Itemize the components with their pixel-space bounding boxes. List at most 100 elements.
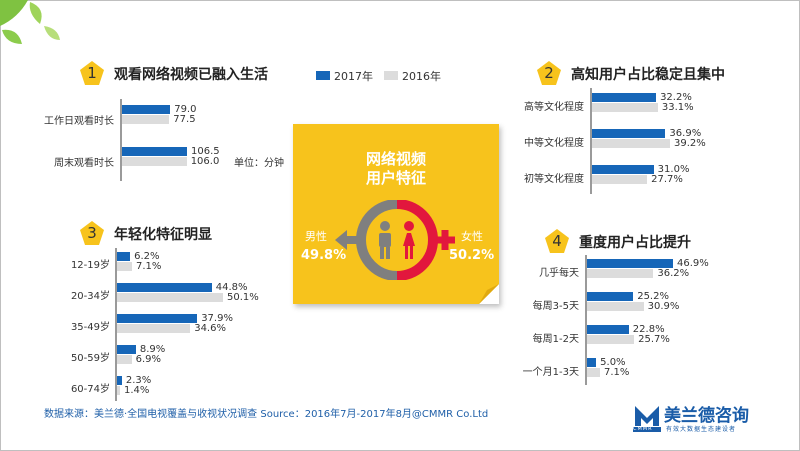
- category-axis: [585, 255, 587, 385]
- value-label-2017: 31.0%: [657, 164, 690, 175]
- category-label: 工作日观看时长: [44, 116, 114, 127]
- bar-2016: [592, 139, 670, 148]
- logo-name: 美兰德咨询: [664, 406, 749, 426]
- category-axis: [590, 88, 592, 194]
- value-label-2017: 6.2%: [134, 251, 160, 262]
- logo-mark: CMMR: [633, 426, 653, 432]
- bar-2017: [587, 292, 634, 301]
- legend-2016-label: 2016年: [402, 70, 441, 83]
- logo-slogan: 有效大数据生态建设者: [666, 426, 737, 433]
- value-label-2016: 34.6%: [194, 323, 226, 334]
- category-label: 20-34岁: [70, 290, 110, 302]
- category-label: 高等文化程度: [524, 102, 584, 113]
- value-label-2016: 27.7%: [651, 174, 683, 185]
- bar-2016: [122, 115, 170, 124]
- category-label: 一个月1-3天: [522, 366, 579, 378]
- value-label-2016: 33.1%: [661, 102, 694, 113]
- section-number-badge: 1: [79, 60, 105, 86]
- bar-2017: [587, 358, 597, 367]
- category-label: 每周1-2天: [532, 333, 579, 345]
- legend-2017-swatch: [316, 71, 330, 80]
- legend-2016-swatch: [384, 71, 398, 80]
- bar-2017: [117, 252, 131, 261]
- value-label-2016: 77.5: [173, 114, 196, 125]
- category-label: 35-49岁: [70, 321, 110, 333]
- male-value: 49.8%: [301, 248, 347, 263]
- bar-2017: [592, 129, 666, 138]
- card-fold-icon: [479, 284, 499, 304]
- value-label-2016: 7.1%: [136, 261, 162, 272]
- bar-2017: [117, 345, 136, 354]
- category-label: 60-74岁: [70, 383, 110, 395]
- value-label-2016: 6.9%: [135, 354, 161, 365]
- value-label-2016: 30.9%: [647, 301, 680, 312]
- bar-2017: [117, 376, 122, 385]
- category-label: 每周3-5天: [532, 300, 579, 312]
- bar-2017: [122, 105, 171, 114]
- section-number: 3: [87, 224, 97, 242]
- bar-2016: [587, 335, 635, 344]
- value-label-2017: 44.8%: [215, 282, 248, 293]
- section-number-badge: 3: [79, 220, 105, 246]
- bar-2017: [587, 325, 629, 334]
- leaf-decoration-icon: [0, 0, 60, 44]
- male-label: 男性: [305, 230, 327, 243]
- section-number-badge: 4: [544, 228, 570, 254]
- pentagon-badge-icon: [537, 61, 561, 85]
- value-label-2017: 37.9%: [201, 313, 233, 324]
- cmmr-logo-icon: [633, 402, 661, 432]
- category-axis: [115, 248, 117, 401]
- section-number: 2: [544, 64, 554, 82]
- bar-2016: [587, 302, 644, 311]
- category-label: 几乎每天: [539, 267, 579, 279]
- section-title: 重度用户占比提升: [579, 235, 691, 251]
- bar-2016: [592, 103, 658, 112]
- value-label-2017: 25.2%: [637, 291, 669, 302]
- bar-2016: [117, 262, 133, 271]
- value-label-2016: 25.7%: [638, 334, 670, 345]
- category-label: 12-19岁: [70, 259, 110, 271]
- female-label: 女性: [461, 230, 483, 243]
- card-title-line2: 用户特征: [365, 169, 426, 187]
- pentagon-badge-icon: [545, 229, 569, 253]
- bar-2016: [122, 157, 187, 166]
- section-title: 观看网络视频已融入生活: [114, 67, 268, 83]
- value-label-2017: 22.8%: [632, 324, 665, 335]
- value-label-2017: 5.0%: [600, 357, 626, 368]
- value-label-2017: 8.9%: [139, 344, 166, 355]
- card-title-line1: 网络视频: [365, 150, 426, 168]
- section-number-badge: 2: [536, 60, 562, 86]
- section-number: 1: [87, 64, 97, 82]
- gender-symbol-icon: [335, 200, 455, 280]
- bar-2017: [117, 283, 212, 292]
- bar-2016: [587, 368, 601, 377]
- category-label: 周末观看时长: [54, 158, 114, 169]
- value-label-2017: 46.9%: [677, 258, 709, 269]
- value-label-2017: 36.9%: [669, 128, 702, 139]
- value-label-2016: 39.2%: [674, 138, 706, 149]
- legend-2017-label: 2017年: [334, 70, 373, 83]
- bar-2017: [122, 147, 187, 156]
- category-label: 初等文化程度: [524, 174, 584, 185]
- value-label-2016: 106.0: [190, 156, 220, 167]
- bar-2016: [117, 386, 120, 395]
- unit-note: 单位：分钟: [234, 158, 284, 169]
- data-source-note: 数据来源：美兰德·全国电视覆盖与收视状况调查 Source：2016年7月-20…: [44, 409, 489, 420]
- category-axis: [120, 99, 122, 181]
- value-label-2017: 79.0: [174, 104, 197, 115]
- value-label-2016: 1.4%: [123, 385, 150, 396]
- section-title: 高知用户占比稳定且集中: [571, 67, 725, 83]
- bar-2017: [117, 314, 198, 323]
- bar-2017: [592, 165, 654, 174]
- value-label-2017: 2.3%: [125, 375, 152, 386]
- section-number: 4: [552, 232, 562, 250]
- section-title: 年轻化特征明显: [114, 227, 212, 243]
- bar-2016: [587, 269, 654, 278]
- value-label-2017: 106.5: [191, 146, 220, 157]
- pentagon-badge-icon: [80, 221, 104, 245]
- value-label-2016: 7.1%: [604, 367, 630, 378]
- bar-2017: [592, 93, 657, 102]
- value-label-2016: 36.2%: [657, 268, 690, 279]
- pentagon-badge-icon: [80, 61, 104, 85]
- value-label-2016: 50.1%: [227, 292, 259, 303]
